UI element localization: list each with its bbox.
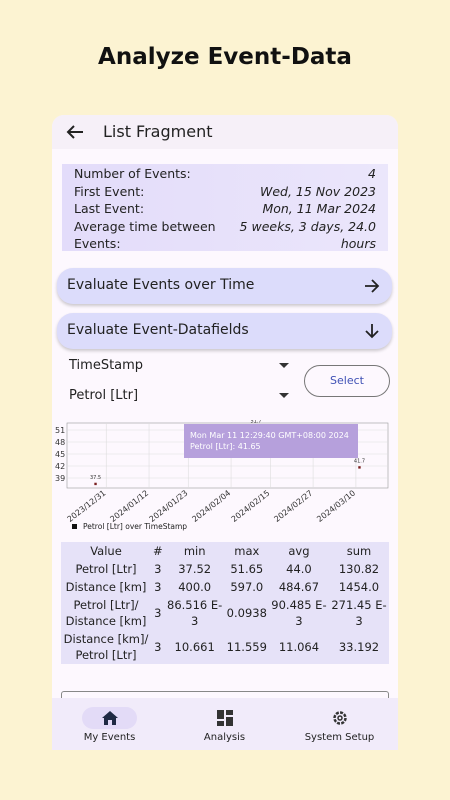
chart: 39 42 45 48 51 2023/12/31 2024/01/122024/01/23… (55, 420, 389, 531)
summary-row: Average time between Events: 5 weeks, 3 d… (62, 218, 388, 253)
x-tick-label: 2024/01/23 (148, 488, 190, 523)
y-tick-label: 51 (55, 426, 65, 435)
nav-label: Analysis (203, 732, 246, 743)
settings-icon (333, 711, 347, 725)
button-label: Evaluate Events over Time (67, 277, 255, 293)
summary-row: Last Event: Mon, 11 Mar 2024 (62, 200, 388, 218)
table-cell: 1454.0 (338, 580, 380, 594)
page-title: Analyze Event-Data (98, 44, 352, 70)
summary-label: Average time between Events: (74, 218, 216, 252)
legend-swatch (72, 524, 77, 529)
evaluate-fields-button[interactable]: Evaluate Event-Datafields (57, 313, 392, 349)
plot-area (66, 422, 389, 489)
x-tick-label: 2024/02/27 (272, 488, 314, 523)
evaluate-time-button[interactable]: Evaluate Events over Time (57, 268, 392, 304)
dropdown-caret (279, 363, 289, 368)
summary-value: 4 (368, 166, 376, 181)
table-row: Petrol [Ltr]/ Distance [km] 3 86.516 E-3 0.… (61, 596, 389, 630)
table-cell: 51.65 (230, 562, 264, 576)
table-cell: 3 (154, 562, 162, 576)
legend-label: Petrol [Ltr] over TimeStamp (83, 522, 187, 531)
table-cell: 484.67 (278, 580, 320, 594)
summary-label: First Event: (74, 183, 145, 199)
table-cell: 271.45 E-3 (331, 598, 387, 628)
table-cell: Distance [km] (65, 580, 147, 594)
tooltip (184, 424, 358, 458)
summary-value: Wed, 15 Nov 2023 (260, 183, 376, 199)
table-cell: 11.559 (226, 640, 267, 654)
header-cell: # (153, 544, 163, 558)
summary-label: Number of Events: (74, 166, 191, 181)
y-tick-label: 42 (55, 462, 65, 471)
table-cell: 3 (154, 640, 162, 654)
table-cell: 33.192 (338, 640, 380, 654)
analysis-icon (217, 710, 233, 726)
table-cell: 400.0 (178, 580, 212, 594)
table-cell: 3 (154, 580, 162, 594)
x-tick-label: 2023/12/31 (66, 488, 108, 523)
table-cell: 0.0938 (226, 606, 267, 620)
header-cell: Value (90, 544, 122, 558)
value-label: 41.7 (354, 458, 365, 464)
nav-label: System Setup (304, 732, 375, 743)
table-cell: 90.485 E-3 (271, 598, 327, 628)
nav-label: My Events (83, 732, 136, 743)
point (94, 482, 97, 486)
summary-row: Number of Events: 4 (62, 165, 388, 183)
table-row: Distance [km] 3 400.0 597.0 484.67 1454.0 (61, 578, 389, 596)
dropdown-caret (279, 393, 289, 398)
header-cell: sum (346, 544, 372, 558)
tooltip-line: Petrol [Ltr]: 41.65 (190, 442, 261, 451)
header-cell: min (183, 544, 206, 558)
summary-value: Mon, 11 Mar 2024 (262, 201, 376, 216)
phone-screen: List Fragment Number of Events: 4 First Ev… (52, 115, 398, 750)
tooltip-line: Mon Mar 11 12:29:40 GMT+08:00 2024 (190, 431, 349, 440)
arrow-icon (365, 279, 380, 293)
stats-table: Value # min max avg sum Petrol [Ltr] 3 37.52 51.6… (61, 542, 389, 664)
table-row: Distance [km]/ Petrol [Ltr] 3 10.661 11.559… (61, 630, 389, 664)
table-cell: Petrol [Ltr] (75, 562, 137, 576)
point (358, 466, 361, 469)
table-cell: Distance [km]/ Petrol [Ltr] (63, 632, 149, 662)
table-cell: 597.0 (230, 580, 264, 594)
table-cell: 10.661 (174, 640, 215, 654)
x-tick-label: 2024/02/15 (230, 488, 272, 523)
header-cell: avg (288, 544, 310, 558)
select-button[interactable]: Select (304, 365, 390, 397)
x-tick-label: 2024/02/04 (190, 488, 232, 523)
x-tick-label: 2024/03/10 (315, 488, 357, 523)
summary-row: First Event: Wed, 15 Nov 2023 (62, 183, 388, 201)
value-label: 37.5 (90, 475, 101, 481)
bottom-nav: My Events Analysis System Setup (52, 698, 398, 750)
table-cell: 86.516 E-3 (167, 598, 223, 628)
back-button[interactable] (66, 124, 84, 140)
arrow-icon (365, 324, 379, 339)
table-cell: 3 (154, 606, 162, 620)
table-cell: 37.52 (178, 562, 212, 576)
y-tick-label: 48 (55, 438, 65, 447)
x-dropdown[interactable]: TimeStamp (69, 358, 289, 373)
dropdown-value: Petrol [Ltr] (69, 388, 139, 403)
y-tick-label: 39 (55, 474, 65, 483)
table-header: Value # min max avg sum (61, 542, 389, 560)
table-cell: 11.064 (278, 640, 320, 654)
x-tick-label: 2024/01/12 (108, 488, 150, 523)
value-label: 51.7 (250, 420, 261, 424)
app-bar: List Fragment (52, 115, 398, 149)
y-tick-label: 45 (55, 450, 65, 459)
summary-label: Last Event: (74, 201, 145, 216)
summary-box: Number of Events: 4 First Event: Wed, 15 No… (62, 164, 388, 251)
app-bar-title: List Fragment (103, 122, 213, 141)
header-cell: max (234, 544, 260, 558)
table-row: Petrol [Ltr] 3 37.52 51.65 44.0 130.82 (61, 560, 389, 578)
y-dropdown[interactable]: Petrol [Ltr] (69, 388, 289, 403)
home-icon (102, 711, 118, 725)
table-cell: 130.82 (338, 562, 380, 576)
dropdown-value: TimeStamp (69, 358, 144, 373)
table-cell: 44.0 (286, 562, 312, 576)
summary-value: 5 weeks, 3 days, 24.0 hours (239, 218, 376, 252)
table-cell: Petrol [Ltr]/ Distance [km] (65, 598, 147, 628)
button-label: Evaluate Event-Datafields (67, 322, 249, 338)
